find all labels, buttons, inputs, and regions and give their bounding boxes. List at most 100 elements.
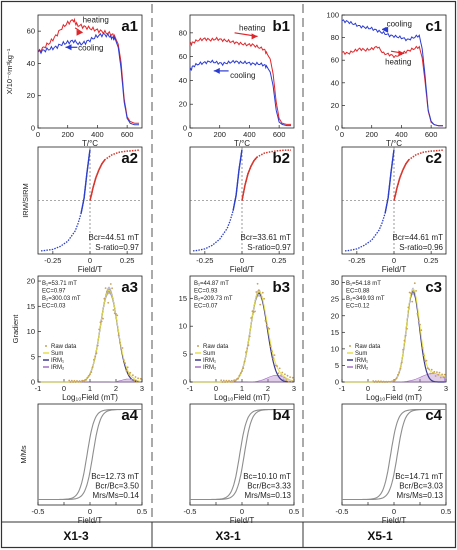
raw-data-point [281,371,284,374]
panels-group: 0 200 400 6000204060T/°CX/10⁻⁸m³kg⁻¹heating… [5,11,451,526]
annotation-arrow-line [234,32,258,38]
raw-data-point [425,359,428,362]
x-tick-label: -0.5 [336,507,349,516]
x-tick-label: 0 [188,130,192,139]
raw-data-point [115,313,117,315]
raw-data-point [428,368,430,371]
raw-data-point [423,354,425,357]
raw-data-point [239,372,242,374]
raw-data-point [132,374,134,377]
x-tick-label: -0.5 [32,507,45,516]
series-acquisition-solid [241,156,258,201]
raw-data-point [111,287,113,290]
y-tick-label: 10 [179,322,187,331]
x-tick-label: 2 [266,384,270,393]
x-tick-label: 0 [62,384,66,393]
x-tick-label: -1 [35,384,42,393]
raw-data-point [100,320,103,323]
x-tick-label: -0.5 [184,507,197,516]
raw-data-point [376,381,378,383]
y-tick-label: 20 [331,101,339,110]
series-acquisition-solid [89,159,106,201]
raw-data-point [120,348,123,351]
series-backfield-solid [80,149,91,214]
raw-data-point [393,379,395,382]
raw-data-point [225,379,228,382]
raw-data-point [246,347,249,350]
raw-data-point [104,287,107,289]
fit-parameter: EC=0.12 [346,304,370,310]
raw-data-point [260,295,263,298]
annotation-text: heating [83,15,109,24]
raw-data-point [264,319,267,322]
raw-data-point [124,362,126,365]
stat-text: Bc=14.71 mT [395,472,443,481]
x-tick-label: 0 [392,256,396,265]
raw-data-point [117,334,120,337]
x-tick-label: 0 [240,507,244,516]
fit-parameter: EC=0.88 [346,289,370,295]
legend-label: Raw data [355,344,381,350]
legend-label: Sum [355,351,367,357]
raw-data-point [251,310,254,313]
x-tick-label: -0.25 [44,256,61,265]
stat-text: Mrs/Ms=0.13 [245,491,292,500]
y-axis-label: M/Ms [19,445,28,464]
raw-data-point [399,367,402,370]
raw-data-point [437,373,440,376]
raw-data-point [76,380,78,382]
raw-data-point [116,314,119,317]
x-axis-label: T/°C [82,139,98,148]
stat-text: S-ratio=0.96 [399,243,443,252]
x-axis-label: Field/T [230,516,255,525]
fit-parameter: B₁=44.87 mT [194,281,229,287]
raw-data-point [243,360,246,363]
stat-text: Bcr=44.51 mT [89,233,140,242]
raw-data-point [93,358,95,361]
raw-data-point [125,370,128,372]
fit-parameter: B₂=349.93 mT [346,296,385,302]
raw-data-point [121,347,124,349]
series-cooling [189,59,291,127]
raw-data-point [91,366,94,369]
raw-data-point [90,371,93,373]
chart-panel-b2: -0.25 0 0.25 Field/T Bcr=33.61 mTS-ratio=0.9… [189,146,295,274]
fit-parameter: EC=0.03 [42,304,66,310]
raw-data-point [119,341,121,344]
raw-data-point [434,375,437,377]
x-tick-label: 0 [88,507,92,516]
x-tick-label: 3 [140,384,144,393]
stat-text: Bcr/Bc=3.50 [95,482,139,491]
raw-data-point [429,372,432,375]
raw-data-point [284,373,286,376]
raw-data-point [138,381,141,383]
annotation-text: cooling [387,19,412,28]
raw-data-point [407,306,410,309]
raw-data-point [254,310,256,313]
x-tick-label: 0.5 [441,507,451,516]
raw-data-point [70,379,73,382]
fit-parameter: B₂=300.03 mT [42,296,81,302]
panel-label: b2 [272,150,290,167]
raw-data-point [77,381,80,383]
raw-data-point [438,371,441,374]
chart-panel-c2: -0.25 0 0.25 Field/T Bcr=44.61 mTS-ratio=0.9… [341,146,447,274]
y-tick-label: 60 [179,52,187,61]
raw-data-point [106,290,108,293]
raw-data-point [412,290,415,293]
raw-data-point [74,381,77,383]
x-tick-label: 0.25 [424,256,439,265]
raw-data-point [269,345,272,348]
raw-data-point [289,376,291,378]
raw-data-point [237,377,240,380]
raw-data-point [224,381,227,383]
panel-label: a1 [121,18,138,35]
raw-data-point [129,371,132,374]
x-tick-label: 600 [425,130,438,139]
legend-marker [197,345,199,347]
raw-data-point [280,374,282,377]
chart-panel-a4: -0.5 0 0.5 Field/T M/Ms Bc=12.73 mTBcr/Bc=3.5… [19,403,147,525]
raw-data-point [430,368,433,371]
series-hysteresis-lower [190,408,294,501]
